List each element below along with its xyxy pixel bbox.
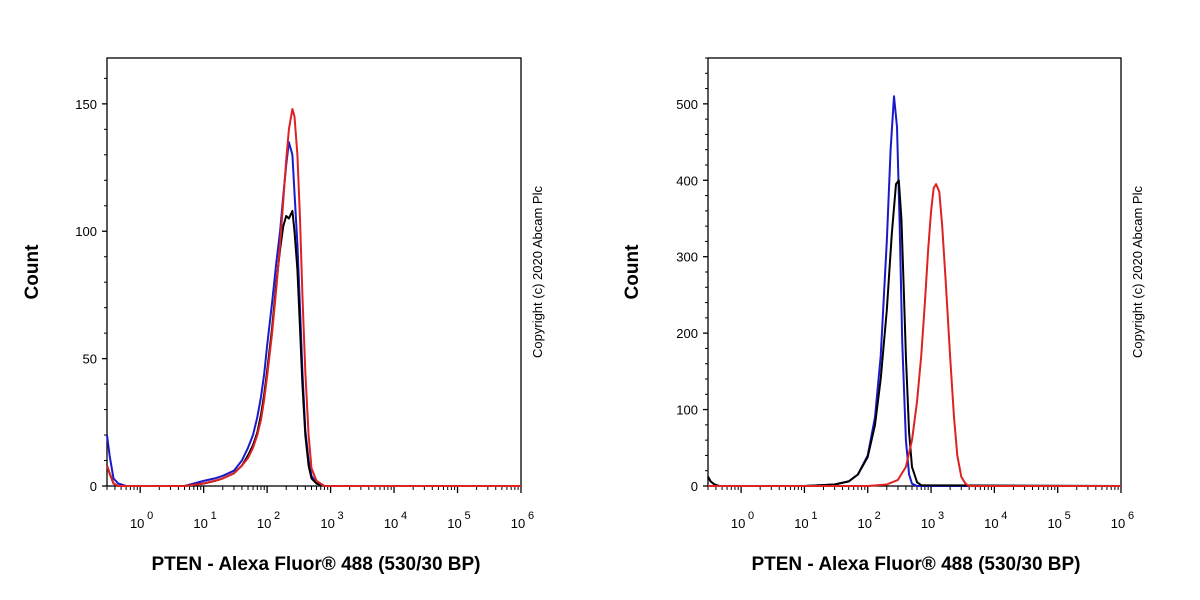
x-tick-label-exponent: 2 (274, 510, 280, 522)
x-tick-label-exponent: 5 (1065, 510, 1071, 522)
y-tick-label: 400 (676, 173, 698, 188)
x-tick-label-exponent: 3 (338, 510, 344, 522)
plot-frame (106, 57, 522, 487)
x-tick-label-exponent: 3 (938, 510, 944, 522)
x-axis-title: PTEN - Alexa Fluor® 488 (530/30 BP) (151, 554, 480, 575)
x-tick-label-base: 10 (130, 516, 144, 531)
y-tick-label: 100 (676, 403, 698, 418)
series-line-black (106, 209, 521, 487)
x-tick-label-exponent: 6 (1128, 510, 1134, 522)
x-axis-title: PTEN - Alexa Fluor® 488 (530/30 BP) (751, 554, 1080, 575)
x-tick-label-base: 10 (794, 516, 808, 531)
x-tick-label-base: 10 (511, 516, 525, 531)
y-tick-label: 200 (676, 326, 698, 341)
x-tick-label-base: 10 (1111, 516, 1125, 531)
x-tick-label-base: 10 (921, 516, 935, 531)
series-line-red (106, 108, 521, 487)
x-tick-label-base: 10 (731, 516, 745, 531)
x-tick-label-base: 10 (1047, 516, 1061, 531)
y-tick-label: 300 (676, 250, 698, 265)
series-line-blue (106, 141, 521, 487)
copyright-text: Copyright (c) 2020 Abcam Plc (530, 186, 545, 358)
x-tick-label-exponent: 4 (1001, 510, 1007, 522)
x-tick-label-exponent: 6 (528, 510, 534, 522)
series-line-black (707, 179, 1122, 487)
y-axis-title: Count (22, 244, 43, 300)
x-tick-label-exponent: 1 (811, 510, 817, 522)
x-tick-label-base: 10 (984, 516, 998, 531)
x-tick-label-base: 10 (257, 516, 271, 531)
x-tick-label-exponent: 2 (875, 510, 881, 522)
y-tick-label: 500 (676, 97, 698, 112)
x-tick-label-base: 10 (858, 516, 872, 531)
x-tick-label-exponent: 4 (401, 510, 407, 522)
x-tick-label-base: 10 (447, 516, 461, 531)
x-tick-label-exponent: 0 (748, 510, 754, 522)
x-tick-label-base: 10 (320, 516, 334, 531)
y-tick-label: 50 (83, 352, 97, 367)
x-tick-label-base: 10 (384, 516, 398, 531)
copyright-text: Copyright (c) 2020 Abcam Plc (1130, 186, 1145, 358)
y-tick-label: 0 (691, 479, 698, 494)
y-tick-label: 0 (90, 479, 97, 494)
x-tick-label-exponent: 5 (464, 510, 470, 522)
x-tick-label-exponent: 0 (147, 510, 153, 522)
y-axis-title: Count (622, 244, 643, 300)
series-line-red (708, 183, 1121, 487)
y-tick-label: 150 (75, 97, 97, 112)
y-tick-label: 100 (75, 224, 97, 239)
x-tick-label-exponent: 1 (211, 510, 217, 522)
x-tick-label-base: 10 (193, 516, 207, 531)
